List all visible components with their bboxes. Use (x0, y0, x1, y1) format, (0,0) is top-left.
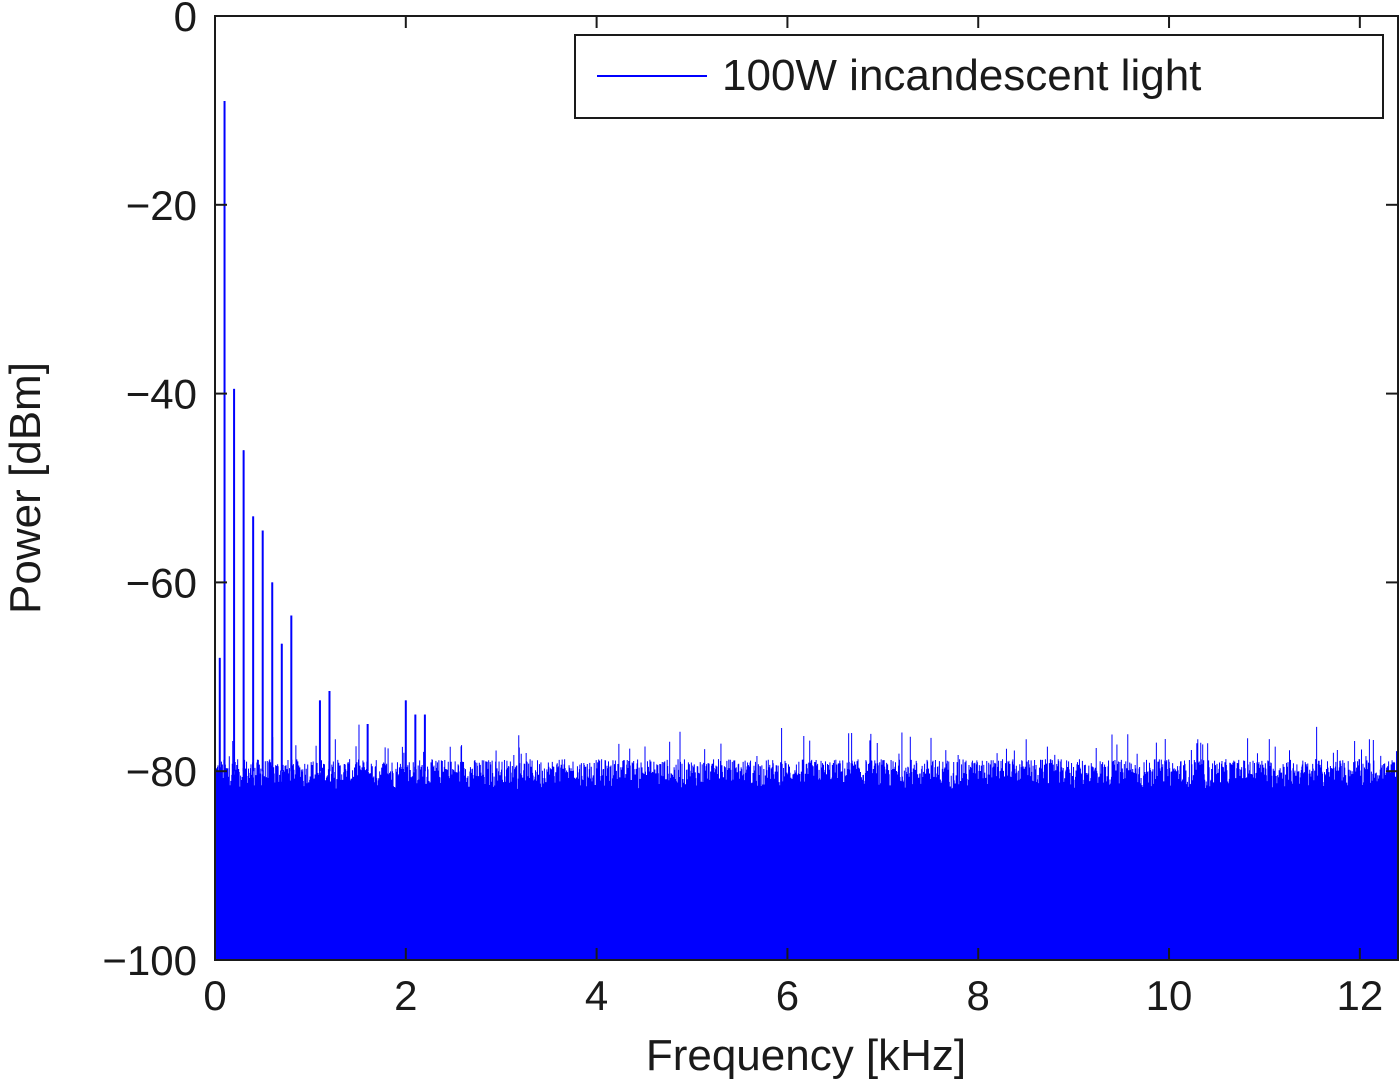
plot-area (215, 16, 1398, 960)
y-axis-label: Power [dBm] (1, 362, 50, 614)
x-tick-label: 0 (203, 972, 226, 1019)
x-tick-label: 4 (585, 972, 608, 1019)
series-line (215, 16, 1398, 960)
y-tick-label: −60 (126, 559, 197, 606)
legend-box (574, 34, 1384, 119)
y-tick-label: −40 (126, 371, 197, 418)
x-tick-label: 6 (776, 972, 799, 1019)
x-tick-label: 12 (1336, 972, 1383, 1019)
y-tick-label: −80 (126, 748, 197, 795)
y-tick-label: 0 (174, 0, 197, 40)
x-tick-label: 10 (1146, 972, 1193, 1019)
tick-labels: 0 2 4 6 8 10 12 0 −20 −40 −60 −80 −100 (102, 0, 1383, 1019)
y-tick-label: −100 (102, 937, 197, 984)
y-tick-label: −20 (126, 182, 197, 229)
legend-entry-label: 100W incandescent light (722, 51, 1201, 100)
axes-frame (214, 15, 1399, 961)
x-axis-label: Frequency [kHz] (646, 1031, 966, 1080)
x-tick-label: 2 (394, 972, 417, 1019)
legend: 100W incandescent light (574, 34, 1384, 119)
x-tick-label: 8 (967, 972, 990, 1019)
axis-ticks (214, 15, 1398, 961)
